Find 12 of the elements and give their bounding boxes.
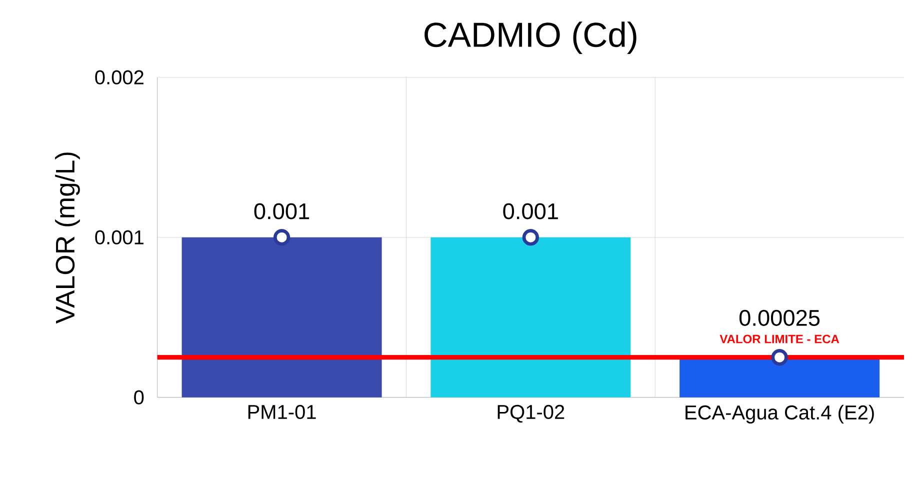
- y-tick-label: 0: [134, 390, 144, 404]
- y-tick-label: 0.002: [95, 70, 144, 84]
- ref-line-label: VALOR LIMITE - ECA: [720, 334, 840, 344]
- y-tick-label: 0.001: [95, 230, 144, 244]
- x-tick-label: PM1-01: [248, 404, 316, 420]
- data-label: 0.001: [503, 203, 558, 220]
- chart-title: CADMIO (Cd): [424, 22, 636, 54]
- x-tick-label: PQ1-02: [498, 404, 564, 423]
- y-axis-title: VALOR (mg/L): [55, 152, 80, 324]
- data-label: 0.001: [254, 203, 310, 220]
- x-tick-label: ECA-Agua Cat.4 (E2): [686, 404, 874, 424]
- data-label: 0.00025: [739, 310, 820, 326]
